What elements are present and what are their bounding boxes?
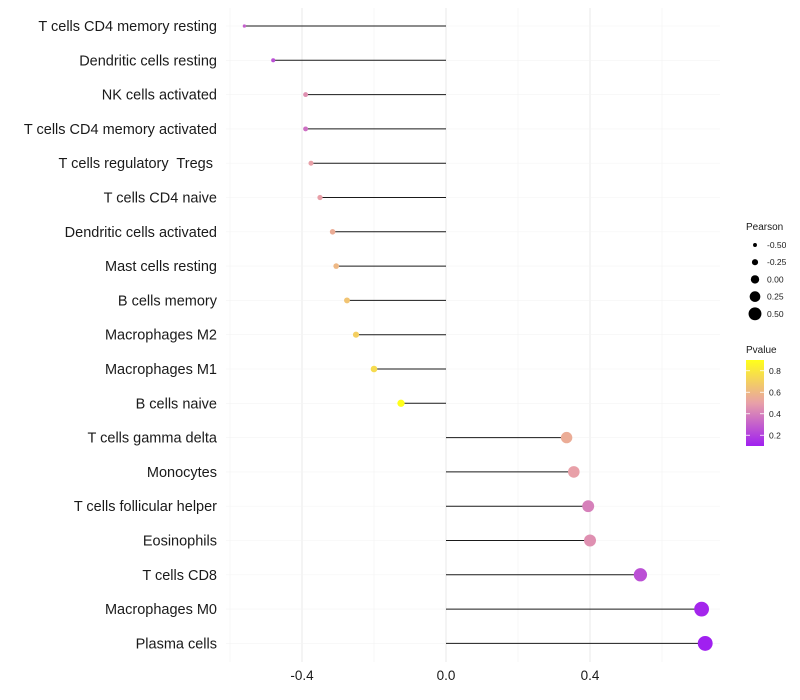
data-point bbox=[633, 568, 648, 582]
category-label: B cells memory bbox=[118, 293, 218, 309]
category-label: T cells CD8 bbox=[142, 568, 217, 584]
category-label: Monocytes bbox=[147, 465, 217, 481]
category-label: Plasma cells bbox=[136, 636, 217, 652]
data-point bbox=[303, 92, 309, 98]
colorbar-label: 0.6 bbox=[769, 387, 781, 397]
data-point bbox=[584, 534, 596, 547]
category-label: Mast cells resting bbox=[105, 259, 217, 275]
category-label: Macrophages M1 bbox=[105, 362, 217, 378]
pvalue-colorbar bbox=[746, 360, 764, 446]
category-label: T cells follicular helper bbox=[74, 499, 217, 515]
data-point bbox=[568, 466, 580, 478]
lollipop-points bbox=[242, 24, 713, 651]
size-legend-label: 0.00 bbox=[767, 274, 784, 284]
x-tick-label: 0.0 bbox=[437, 668, 456, 683]
category-label: T cells CD4 naive bbox=[104, 191, 217, 207]
category-label: T cells gamma delta bbox=[88, 431, 218, 447]
x-tick-label: -0.4 bbox=[290, 668, 314, 683]
data-point bbox=[397, 399, 405, 407]
category-label: Macrophages M0 bbox=[105, 602, 217, 618]
grid-lines bbox=[226, 8, 720, 662]
data-point bbox=[333, 263, 340, 269]
category-label: B cells naive bbox=[136, 396, 217, 412]
data-point bbox=[317, 194, 323, 201]
category-label: Dendritic cells activated bbox=[65, 225, 217, 241]
size-legend-key bbox=[749, 291, 761, 302]
category-labels: T cells CD4 memory resting Dendritic cell… bbox=[24, 19, 218, 652]
data-point bbox=[271, 58, 276, 63]
size-legend-label: 0.50 bbox=[767, 309, 784, 319]
lollipop-stems bbox=[244, 25, 706, 644]
category-label: T cells CD4 memory activated bbox=[24, 122, 217, 138]
data-point bbox=[697, 635, 713, 651]
category-label: Macrophages M2 bbox=[105, 328, 217, 344]
pearson-legend: Pearson -0.50 -0.25 0.00 0.25 0.50 bbox=[746, 222, 787, 321]
data-point bbox=[560, 431, 573, 444]
x-tick-label: 0.4 bbox=[581, 668, 600, 683]
data-point bbox=[329, 229, 336, 235]
category-label: T cells regulatory Tregs bbox=[59, 156, 218, 172]
data-point bbox=[303, 126, 309, 132]
size-legend-key bbox=[748, 307, 762, 321]
category-label: Dendritic cells resting bbox=[79, 53, 217, 69]
colorbar-label: 0.8 bbox=[769, 366, 781, 376]
colorbar-label: 0.4 bbox=[769, 409, 781, 419]
size-legend-key bbox=[753, 243, 757, 247]
data-point bbox=[352, 331, 360, 338]
colorbar-label: 0.2 bbox=[769, 430, 781, 440]
pearson-legend-title: Pearson bbox=[746, 222, 783, 233]
size-legend-key bbox=[751, 259, 759, 266]
data-point bbox=[370, 365, 378, 373]
pvalue-legend-title: Pvalue bbox=[746, 345, 777, 356]
size-legend-label: -0.50 bbox=[767, 240, 787, 250]
category-label: NK cells activated bbox=[102, 88, 217, 104]
category-label: T cells CD4 memory resting bbox=[38, 19, 217, 35]
size-legend-key bbox=[750, 275, 760, 284]
data-point bbox=[344, 297, 350, 304]
data-point bbox=[694, 601, 709, 617]
data-point bbox=[242, 24, 247, 28]
x-axis-ticks: -0.4 0.0 0.4 bbox=[290, 668, 600, 683]
size-legend-label: 0.25 bbox=[767, 292, 784, 302]
category-label: Eosinophils bbox=[143, 534, 217, 550]
data-point bbox=[308, 160, 314, 166]
pvalue-legend: Pvalue 0.2 0.4 0.6 0.8 bbox=[746, 345, 781, 446]
size-legend-label: -0.25 bbox=[767, 257, 787, 267]
data-point bbox=[582, 500, 595, 513]
